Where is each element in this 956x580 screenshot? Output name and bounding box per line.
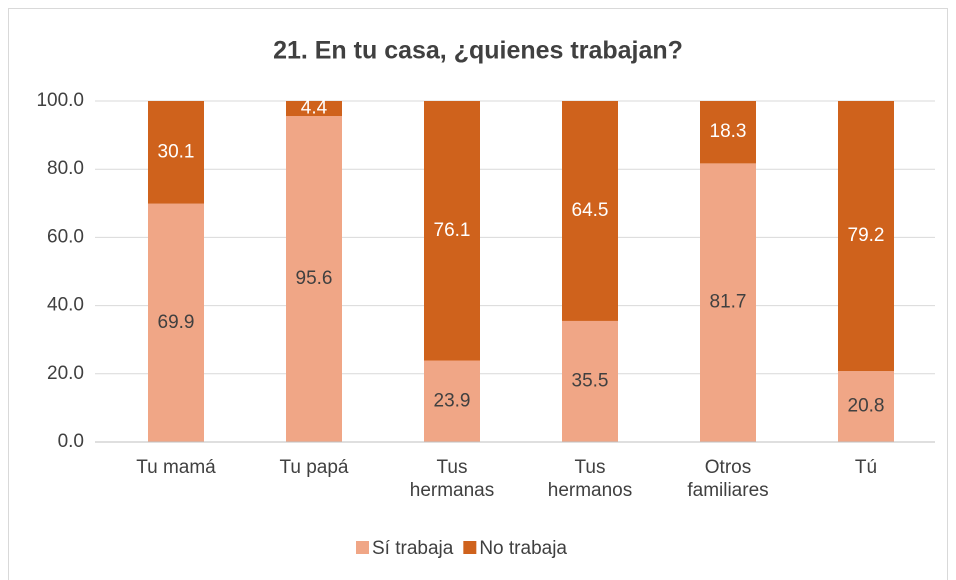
bar-segment (148, 101, 204, 204)
y-tick-label: 40.0 (47, 295, 84, 316)
x-tick-label: Tú (854, 457, 878, 478)
bar-segment (148, 203, 204, 442)
x-tick-label: Otros familiares (687, 457, 769, 501)
bar-segment (562, 101, 618, 321)
data-label: 30.1 (158, 141, 195, 162)
bar-segment (424, 360, 480, 442)
x-tick-label: Tus hermanos (547, 457, 633, 501)
y-tick-label: 100.0 (36, 90, 84, 111)
x-tick-label: Tu papá (279, 457, 349, 478)
data-label: 95.6 (296, 268, 333, 289)
y-tick-label: 60.0 (47, 226, 84, 247)
bar-segment (562, 320, 618, 442)
data-label: 81.7 (710, 292, 747, 313)
data-label: 79.2 (848, 225, 885, 246)
data-label: 4.4 (301, 98, 328, 119)
legend-swatch (356, 541, 369, 554)
bar-segment (700, 101, 756, 164)
data-label: 76.1 (434, 220, 471, 241)
legend-swatch (463, 541, 477, 554)
y-tick-label: 80.0 (47, 158, 84, 179)
bar-segment (286, 101, 342, 117)
data-label: 64.5 (572, 200, 609, 221)
bar-segment (838, 371, 894, 442)
bar-segment (838, 101, 894, 372)
legend: Sí trabaja No trabaja (356, 538, 567, 559)
data-label: 69.9 (158, 312, 195, 333)
chart-frame (8, 8, 948, 580)
data-label: 23.9 (434, 390, 471, 411)
x-tick-label: Tus hermanas (409, 457, 495, 501)
chart-title: 21. En tu casa, ¿quienes trabajan? (273, 37, 683, 65)
bar-segment (286, 116, 342, 442)
data-label: 35.5 (572, 370, 609, 391)
bar-segment (700, 163, 756, 442)
y-tick-label: 20.0 (47, 363, 84, 384)
x-tick-label: Tu mamá (136, 457, 216, 478)
legend-label: Sí trabaja (372, 538, 454, 559)
data-label: 18.3 (710, 121, 747, 142)
data-label: 20.8 (848, 396, 885, 417)
bar-segment (424, 101, 480, 361)
legend-label: No trabaja (479, 538, 567, 559)
y-tick-label: 0.0 (58, 431, 84, 452)
